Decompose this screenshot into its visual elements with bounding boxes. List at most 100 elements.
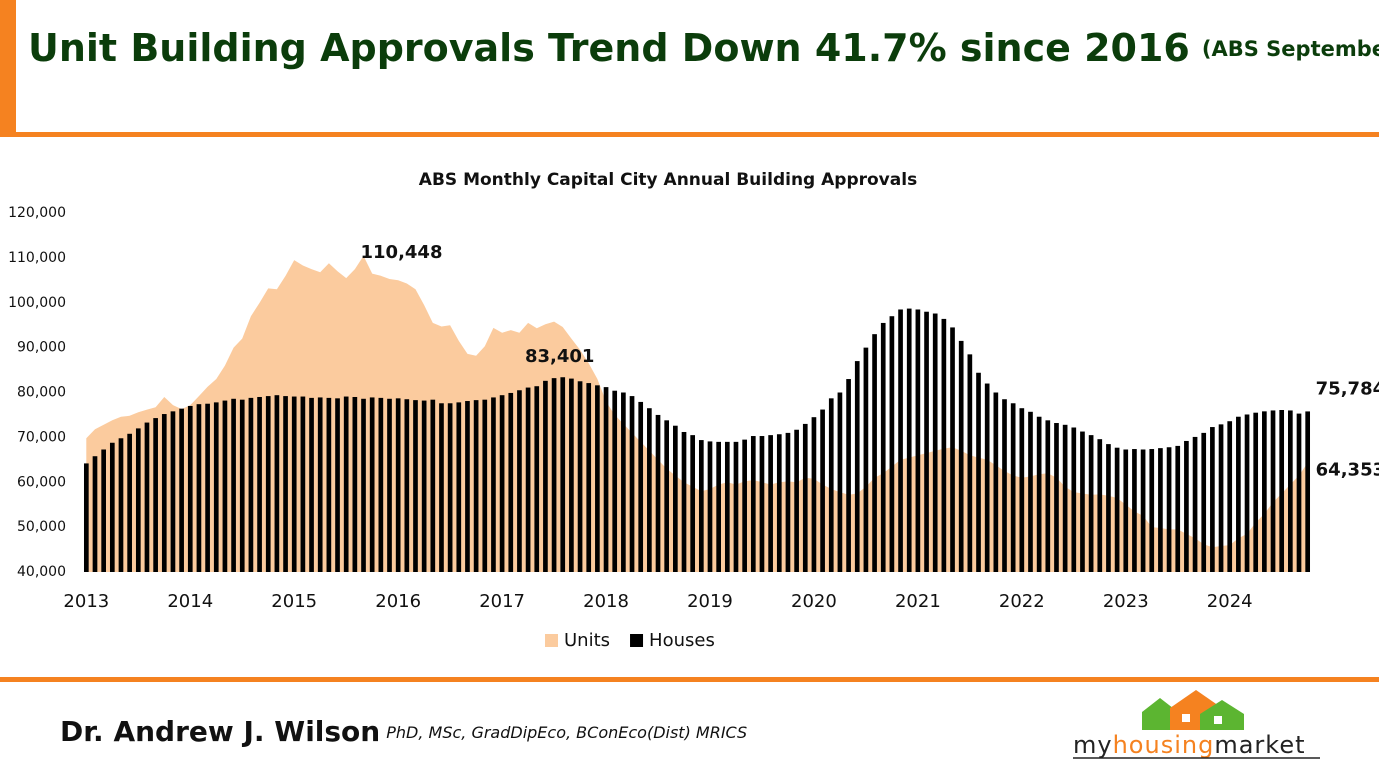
bar [83,463,89,572]
bar [569,378,574,572]
bar [1114,447,1120,572]
credentials: PhD, MSc, GradDipEco, BConEco(Dist) MRIC… [386,723,747,742]
bar [629,396,635,572]
bar [465,401,470,572]
bar [1244,414,1250,572]
bar [1123,449,1129,572]
bar [880,322,886,572]
bar [655,414,661,572]
bar [1036,416,1042,572]
bar [1270,410,1276,572]
bar [1296,413,1302,572]
bar [612,390,618,572]
data-label: 64,353 [1316,460,1379,481]
bar [1071,427,1077,572]
bar [1028,411,1033,572]
chart-title: ABS Monthly Capital City Annual Building… [419,170,917,190]
author-name: Dr. Andrew J. Wilson PhD, MSc, GradDipEco… [60,715,747,748]
footer-rule [0,677,1379,682]
bar [473,400,479,572]
bar [378,397,384,572]
bar [707,441,713,572]
bar [404,399,410,572]
bar [1088,435,1094,572]
logo-market: market [1214,731,1305,759]
x-tick-label: 2016 [375,591,421,612]
bar [1218,424,1224,572]
bar [889,316,895,572]
bar [543,380,548,572]
bar [196,404,202,572]
bar [144,422,150,572]
bar [1097,439,1103,572]
bar [239,399,245,572]
y-tick-label: 100,000 [8,295,66,311]
bar [724,441,730,572]
bar [776,434,782,572]
bar [387,398,392,572]
bar [317,397,323,572]
bar [759,436,765,572]
bar [924,311,929,572]
bar [231,398,236,572]
bar [742,439,747,572]
bar [508,392,514,572]
bar [1106,444,1111,572]
legend-label: Houses [649,630,715,651]
bar [1279,410,1285,572]
bar [1305,411,1311,572]
bar [499,395,505,572]
bar [673,425,678,572]
bar [352,396,358,572]
bar [525,387,531,572]
legend-label: Units [564,630,610,651]
bar [1288,410,1293,572]
bar [872,334,877,572]
bar [1062,424,1068,572]
bar [802,423,808,572]
bar [170,411,176,572]
logo-icon [1142,690,1244,730]
bar [976,372,981,572]
plot: 40,000 50,000 60,000 70,000 80,000 90,000 100,… [8,205,1379,651]
bar [309,397,314,572]
bar [248,397,254,572]
bar [785,432,791,572]
x-tick-label: 2022 [999,591,1045,612]
bar [1019,408,1025,572]
bar [586,383,592,572]
bar [603,387,609,572]
bar [135,428,141,572]
bar [984,383,990,572]
bar [811,417,817,572]
bar [698,440,704,572]
bar [1132,449,1137,572]
bar [1158,448,1163,572]
bar [1192,436,1198,572]
bar [828,398,834,572]
logo-text: myhousingmarket [1073,731,1306,759]
x-tick-label: 2020 [791,591,837,612]
bar [1253,412,1259,572]
bar [750,436,756,572]
bar [1002,399,1007,572]
bar [491,397,496,572]
bar [854,361,860,572]
bar [213,402,219,572]
bar [109,442,115,572]
y-tick-label: 120,000 [8,205,66,221]
y-tick-label: 70,000 [17,429,66,445]
bar [343,396,349,572]
bar [1054,423,1059,572]
bar [274,395,280,572]
bar [621,392,626,572]
y-tick-label: 90,000 [17,340,66,356]
bar [647,408,652,572]
bar [92,456,98,572]
bar [265,396,271,572]
x-tick-label: 2014 [167,591,213,612]
header-accent [0,0,16,137]
bar [993,392,999,572]
